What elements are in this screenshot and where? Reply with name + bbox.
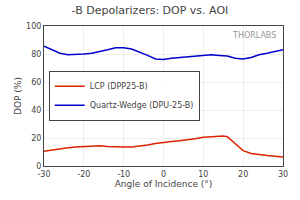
svg-text:THORLABS: THORLABS [232, 31, 276, 40]
svg-text:-30: -30 [37, 170, 50, 179]
svg-text:100: 100 [26, 22, 41, 31]
svg-text:-10: -10 [117, 170, 130, 179]
svg-text:40: 40 [31, 106, 41, 115]
svg-text:-B Depolarizers: DOP vs. AOI: -B Depolarizers: DOP vs. AOI [72, 4, 229, 17]
svg-text:DOP (%): DOP (%) [13, 77, 23, 115]
svg-text:0: 0 [36, 162, 41, 171]
svg-text:10: 10 [198, 170, 208, 179]
svg-text:30: 30 [278, 170, 288, 179]
svg-text:60: 60 [31, 78, 41, 87]
svg-text:20: 20 [31, 134, 41, 143]
svg-text:Quartz-Wedge (DPU-25-B): Quartz-Wedge (DPU-25-B) [90, 101, 194, 110]
svg-text:20: 20 [238, 170, 248, 179]
svg-text:0: 0 [161, 170, 166, 179]
svg-text:Angle of Incidence (°): Angle of Incidence (°) [115, 179, 213, 189]
svg-text:80: 80 [31, 50, 41, 59]
svg-text:LCP (DPP25-B): LCP (DPP25-B) [90, 82, 148, 91]
svg-text:-20: -20 [77, 170, 90, 179]
